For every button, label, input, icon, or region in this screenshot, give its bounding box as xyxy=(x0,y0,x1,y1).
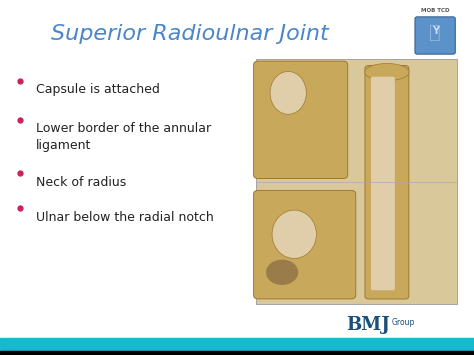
FancyBboxPatch shape xyxy=(254,61,348,179)
Text: Capsule is attached: Capsule is attached xyxy=(36,83,159,97)
Bar xyxy=(0,338,474,355)
Text: BMJ: BMJ xyxy=(346,316,390,334)
Text: Superior Radioulnar Joint: Superior Radioulnar Joint xyxy=(51,24,328,44)
FancyBboxPatch shape xyxy=(254,191,356,299)
FancyBboxPatch shape xyxy=(365,66,409,299)
Text: Y: Y xyxy=(432,26,438,36)
Text: Ulnar below the radial notch: Ulnar below the radial notch xyxy=(36,211,213,224)
Text: Group: Group xyxy=(392,318,415,327)
Text: MOB TCD: MOB TCD xyxy=(421,8,449,13)
Bar xyxy=(256,59,457,304)
FancyBboxPatch shape xyxy=(415,17,455,54)
Text: Lower border of the annular
ligament: Lower border of the annular ligament xyxy=(36,122,210,153)
Ellipse shape xyxy=(270,71,306,114)
Bar xyxy=(0,351,474,355)
Ellipse shape xyxy=(266,260,298,285)
Ellipse shape xyxy=(272,210,316,258)
Ellipse shape xyxy=(365,64,409,81)
Text: Neck of radius: Neck of radius xyxy=(36,176,126,189)
Text: 🛡: 🛡 xyxy=(429,22,441,42)
FancyBboxPatch shape xyxy=(371,77,395,290)
